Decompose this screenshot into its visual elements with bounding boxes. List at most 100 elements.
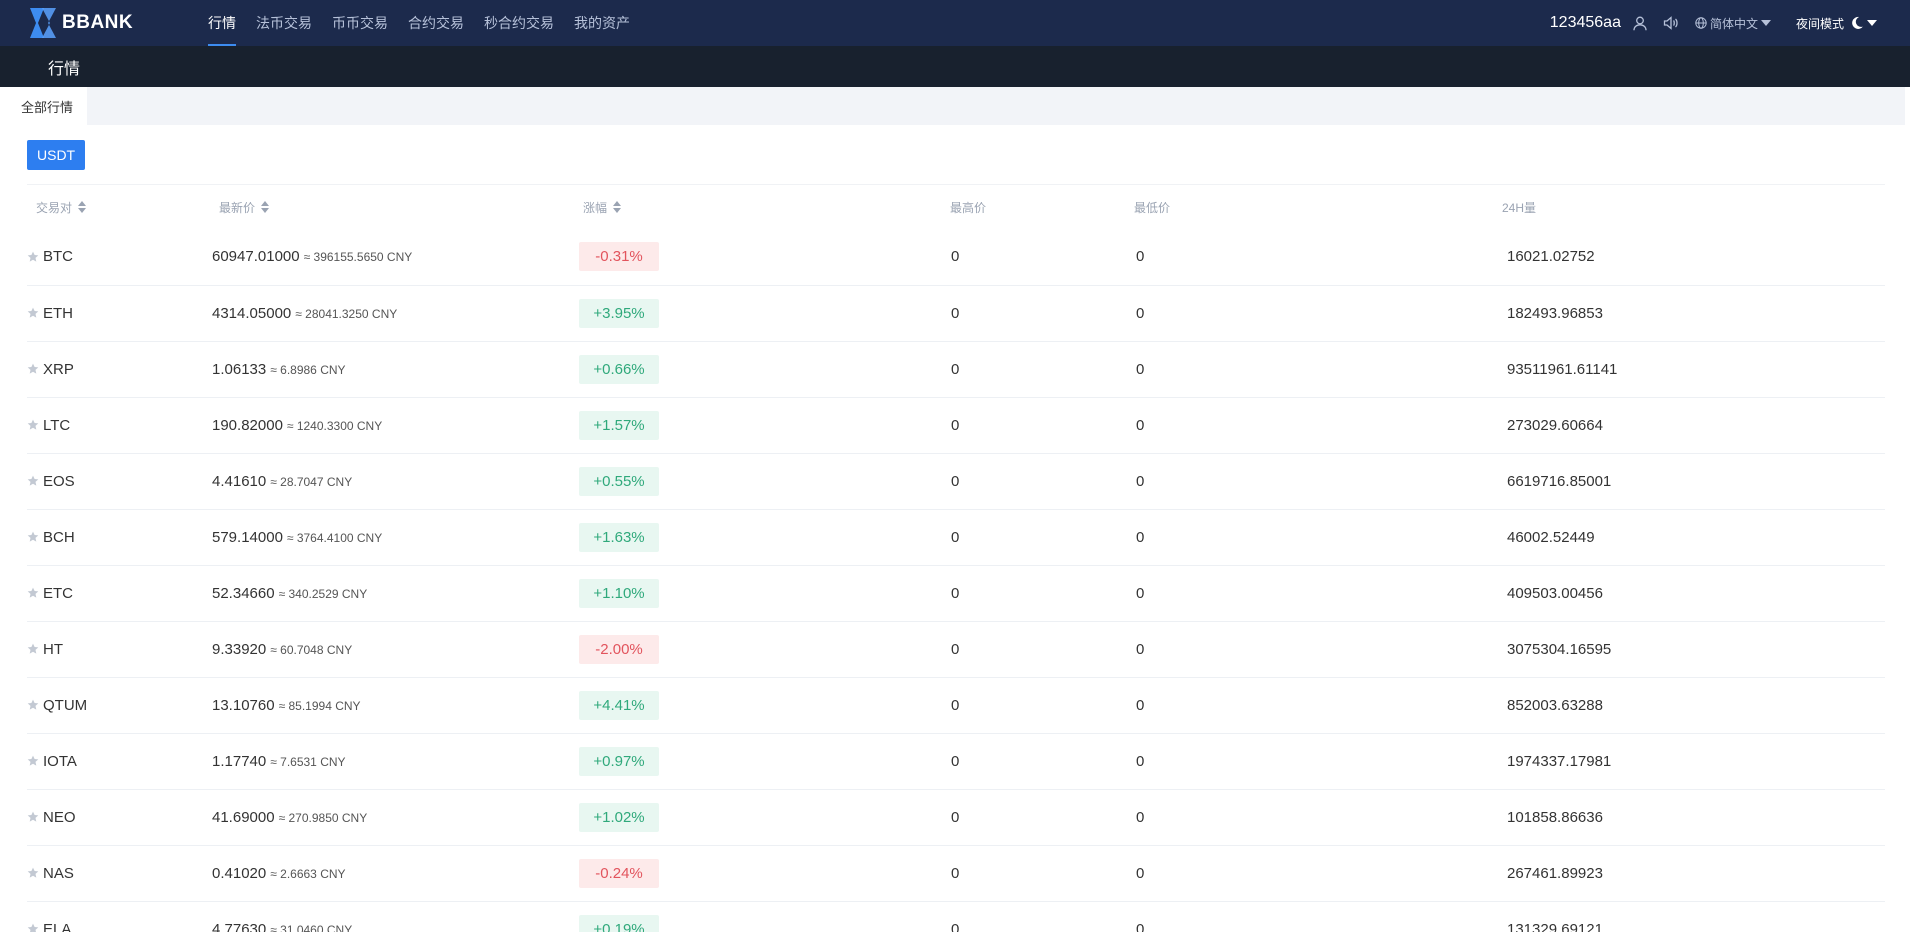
pair-symbol[interactable]: NEO — [43, 808, 76, 826]
high-cell: 0 — [949, 677, 1134, 734]
table-row[interactable]: BTC 60947.01000 ≈ 396155.5650 CNY -0.31% 0 0 1… — [27, 229, 1885, 286]
table-row[interactable]: ETC 52.34660 ≈ 340.2529 CNY +1.10% 0 0 409503.… — [27, 565, 1885, 622]
price-cell: 52.34660 ≈ 340.2529 CNY — [212, 565, 579, 622]
low-cell: 0 — [1134, 453, 1502, 510]
col-pair[interactable]: 交易对 — [27, 185, 212, 229]
pair-symbol[interactable]: NAS — [43, 864, 74, 882]
pair-cell: ELA — [27, 901, 212, 932]
favorite-star-icon[interactable] — [27, 251, 39, 263]
nav-item-contract-trade[interactable]: 合约交易 — [408, 15, 464, 31]
nav-item-market[interactable]: 行情 — [198, 0, 246, 46]
table-row[interactable]: QTUM 13.10760 ≈ 85.1994 CNY +4.41% 0 0 852003.… — [27, 677, 1885, 734]
low-cell: 0 — [1134, 733, 1502, 790]
volume-cell: 6619716.85001 — [1502, 453, 1885, 510]
favorite-star-icon[interactable] — [27, 867, 39, 879]
favorite-star-icon[interactable] — [27, 811, 39, 823]
low-cell: 0 — [1134, 845, 1502, 902]
col-high-label: 最高价 — [950, 200, 987, 215]
speaker-icon[interactable] — [1663, 16, 1679, 30]
moon-icon — [1852, 16, 1863, 29]
pair-symbol[interactable]: ETH — [43, 304, 73, 322]
nav-item-second-contract[interactable]: 秒合约交易 — [484, 15, 554, 31]
price-cell: 190.82000 ≈ 1240.3300 CNY — [212, 397, 579, 454]
pair-cell: BCH — [27, 509, 212, 566]
table-row[interactable]: BCH 579.14000 ≈ 3764.4100 CNY +1.63% 0 0 46002… — [27, 509, 1885, 566]
last-price: 0.41020 — [212, 864, 267, 882]
pair-symbol[interactable]: BCH — [43, 528, 75, 546]
username[interactable]: 123456aa — [1549, 14, 1621, 31]
table-row[interactable]: EOS 4.41610 ≈ 28.7047 CNY +0.55% 0 0 6619716.8… — [27, 453, 1885, 510]
last-price: 1.06133 — [212, 360, 267, 378]
favorite-star-icon[interactable] — [27, 307, 39, 319]
market-table-body: BTC 60947.01000 ≈ 396155.5650 CNY -0.31% 0 0 1… — [27, 229, 1885, 932]
pair-symbol[interactable]: ELA — [43, 920, 72, 932]
table-row[interactable]: LTC 190.82000 ≈ 1240.3300 CNY +1.57% 0 0 27302… — [27, 397, 1885, 454]
col-price[interactable]: 最新价 — [212, 185, 579, 229]
pair-symbol[interactable]: EOS — [43, 472, 75, 490]
logo-mark-icon — [30, 8, 56, 38]
last-price: 13.10760 — [212, 696, 275, 714]
usdt-filter-button[interactable]: USDT — [27, 139, 86, 170]
table-row[interactable]: HT 9.33920 ≈ 60.7048 CNY -2.00% 0 0 3075304.16… — [27, 621, 1885, 678]
favorite-star-icon[interactable] — [27, 531, 39, 543]
pair-symbol[interactable]: IOTA — [43, 752, 77, 770]
high-cell: 0 — [949, 509, 1134, 566]
high-cell: 0 — [949, 565, 1134, 622]
pair-symbol[interactable]: BTC — [43, 248, 73, 266]
table-row[interactable]: ETH 4314.05000 ≈ 28041.3250 CNY +3.95% 0 0 182… — [27, 285, 1885, 342]
favorite-star-icon[interactable] — [27, 755, 39, 767]
change-badge: +1.57% — [579, 410, 659, 440]
change-cell: -0.24% — [579, 845, 949, 902]
low-cell: 0 — [1134, 285, 1502, 342]
change-badge: +1.10% — [579, 578, 659, 608]
pair-cell: LTC — [27, 397, 212, 454]
price-cny: ≈ 2.6663 CNY — [270, 866, 346, 881]
table-row[interactable]: ELA 4.77630 ≈ 31.0460 CNY +0.19% 0 0 131329.69… — [27, 901, 1885, 932]
change-badge: +3.95% — [579, 298, 659, 328]
pair-symbol[interactable]: LTC — [43, 416, 71, 434]
sort-icon — [78, 201, 87, 213]
high-cell: 0 — [949, 229, 1134, 286]
nav-item-fiat-trade[interactable]: 法币交易 — [256, 15, 312, 31]
favorite-star-icon[interactable] — [27, 419, 39, 431]
price-cell: 9.33920 ≈ 60.7048 CNY — [212, 621, 579, 678]
language-selector[interactable]: 简体中文 — [1695, 15, 1774, 32]
low-cell: 0 — [1134, 509, 1502, 566]
favorite-star-icon[interactable] — [27, 475, 39, 487]
table-row[interactable]: NAS 0.41020 ≈ 2.6663 CNY -0.24% 0 0 267461.899… — [27, 845, 1885, 902]
last-price: 4.41610 — [212, 472, 267, 490]
favorite-star-icon[interactable] — [27, 699, 39, 711]
favorite-star-icon[interactable] — [27, 923, 39, 932]
nav-item-my-assets[interactable]: 我的资产 — [574, 15, 630, 31]
price-cell: 0.41020 ≈ 2.6663 CNY — [212, 845, 579, 902]
col-volume-label: 24H量 — [1502, 200, 1537, 215]
table-row[interactable]: NEO 41.69000 ≈ 270.9850 CNY +1.02% 0 0 101858.… — [27, 789, 1885, 846]
low-cell: 0 — [1134, 397, 1502, 454]
change-cell: +0.55% — [579, 453, 949, 510]
favorite-star-icon[interactable] — [27, 643, 39, 655]
favorite-star-icon[interactable] — [27, 363, 39, 375]
night-mode-toggle[interactable]: 夜间模式 — [1796, 15, 1877, 32]
logo[interactable]: BBANK — [28, 0, 172, 46]
nav-item-spot-trade[interactable]: 币币交易 — [332, 15, 388, 31]
pair-symbol[interactable]: ETC — [43, 584, 73, 602]
logo-text: BBANK — [62, 12, 134, 33]
col-change[interactable]: 涨幅 — [579, 185, 949, 229]
change-badge: +0.97% — [579, 746, 659, 776]
market-tabs: 全部行情 — [7, 87, 1905, 125]
last-price: 190.82000 — [212, 416, 283, 434]
high-cell: 0 — [949, 733, 1134, 790]
table-header-row: 交易对 最新价 涨幅 最高价 最低价 24H量 — [27, 185, 1885, 229]
price-cell: 579.14000 ≈ 3764.4100 CNY — [212, 509, 579, 566]
tab-all-market[interactable]: 全部行情 — [7, 87, 88, 125]
pair-symbol[interactable]: HT — [43, 640, 63, 658]
user-icon[interactable] — [1633, 16, 1647, 31]
favorite-star-icon[interactable] — [27, 587, 39, 599]
chevron-down-icon — [1760, 20, 1771, 26]
pair-symbol[interactable]: QTUM — [43, 696, 88, 714]
pair-symbol[interactable]: XRP — [43, 360, 74, 378]
last-price: 1.17740 — [212, 752, 267, 770]
col-volume: 24H量 — [1502, 185, 1885, 229]
table-row[interactable]: IOTA 1.17740 ≈ 7.6531 CNY +0.97% 0 0 1974337.1… — [27, 733, 1885, 790]
table-row[interactable]: XRP 1.06133 ≈ 6.8986 CNY +0.66% 0 0 93511961.6… — [27, 341, 1885, 398]
